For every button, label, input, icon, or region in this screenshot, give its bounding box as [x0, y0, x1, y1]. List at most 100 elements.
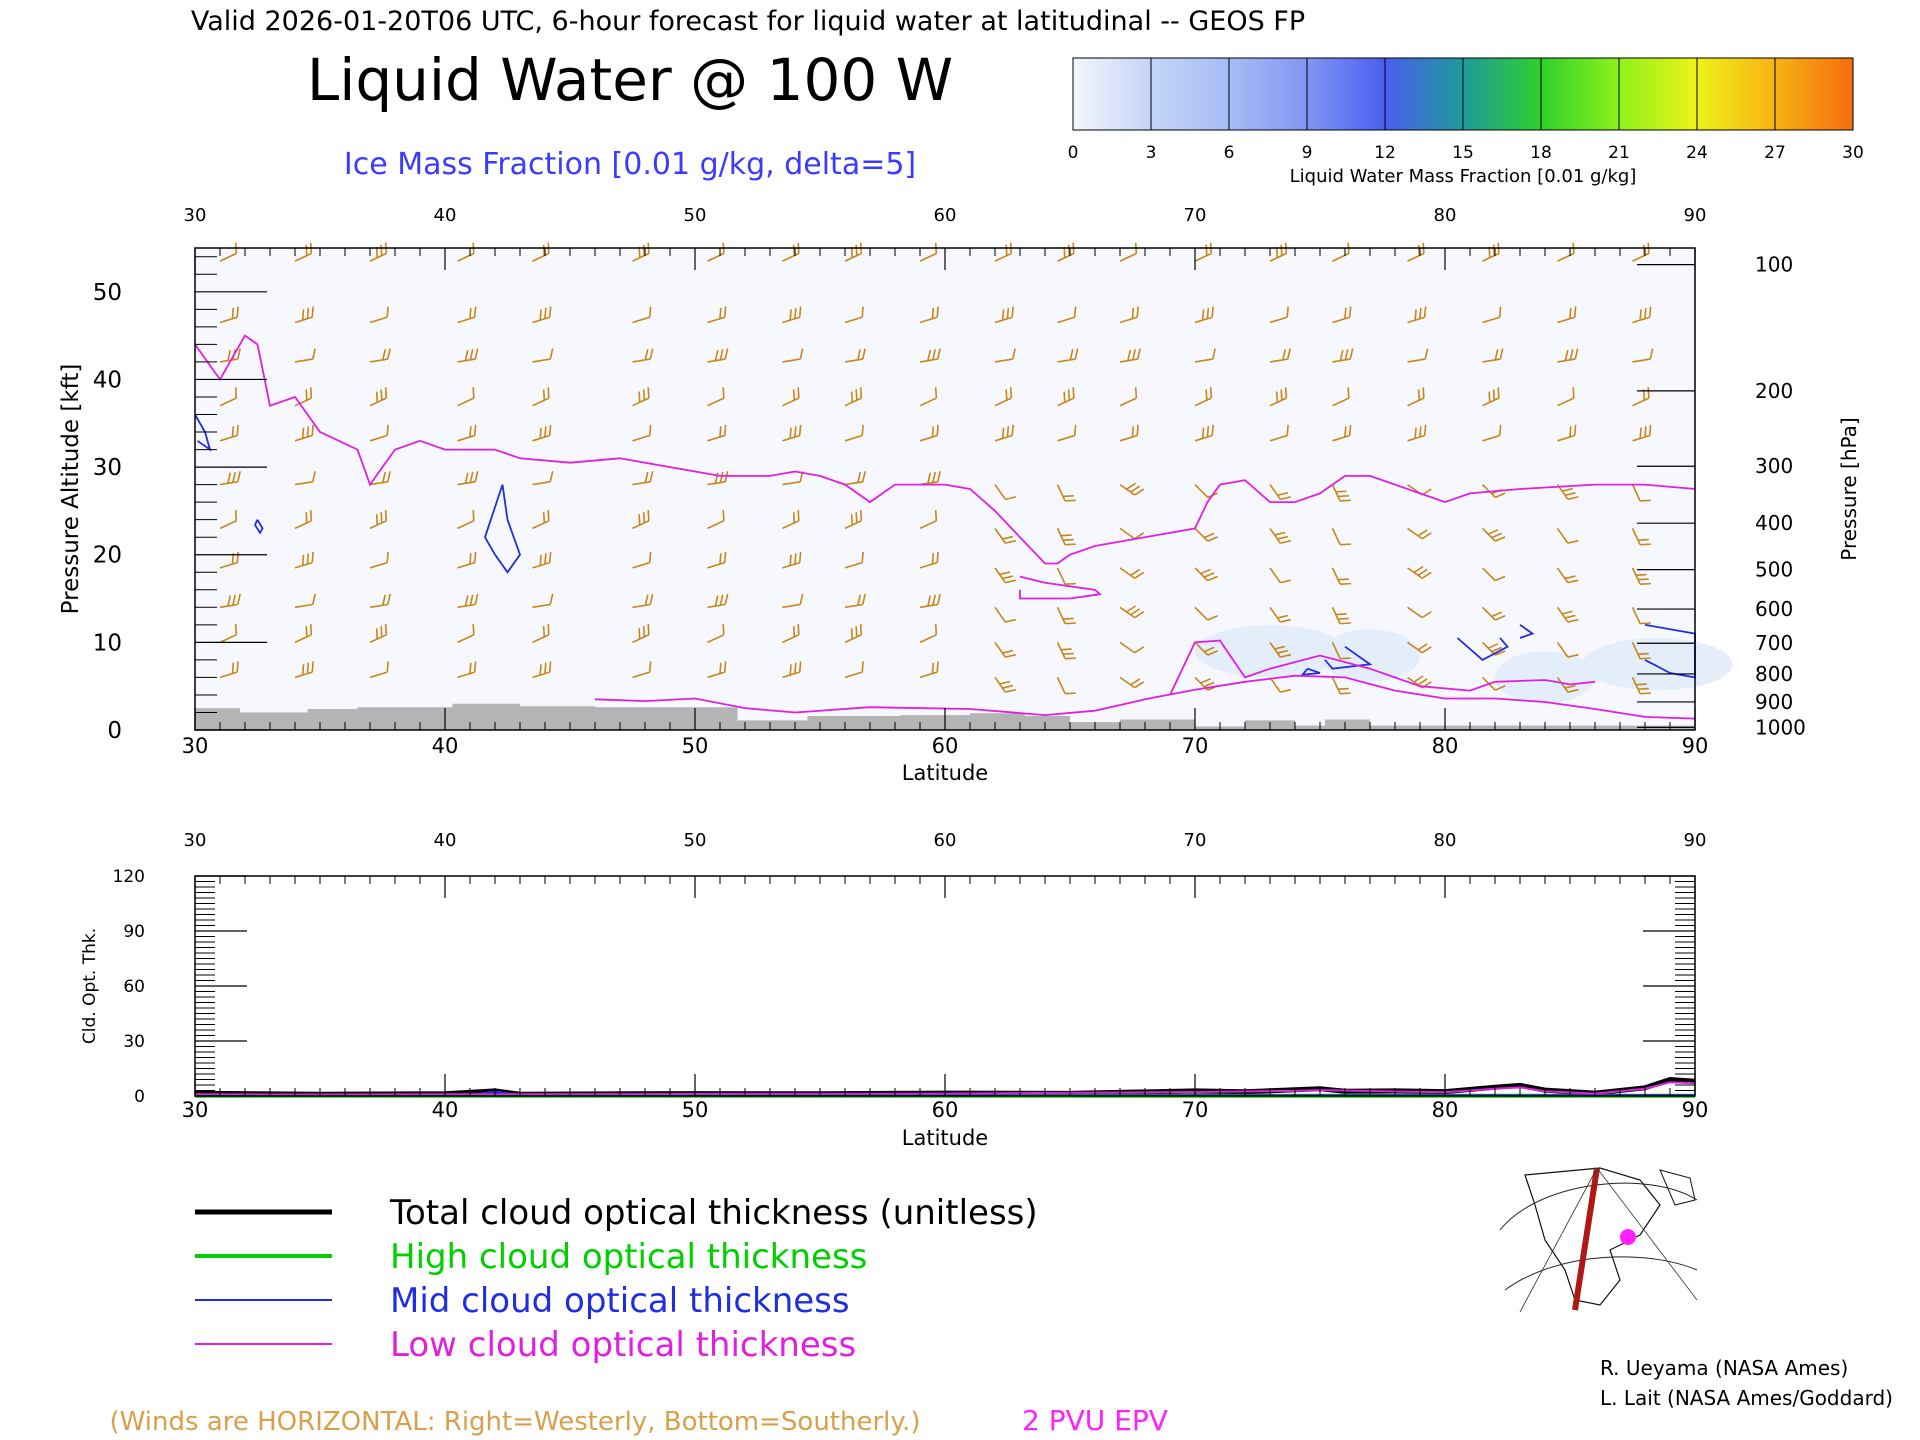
wind-barb-staff — [219, 252, 237, 262]
wind-barb-shaft — [532, 623, 550, 644]
x-tick-label: 80 — [1432, 1098, 1459, 1122]
wind-barb-shaft — [1194, 567, 1218, 582]
wind-barb-staff — [1119, 316, 1138, 324]
wind-barb-shaft — [532, 306, 552, 324]
colorbar-tick-label: 15 — [1452, 143, 1474, 163]
wind-barb-feather — [1206, 426, 1210, 438]
wind-barb-feather — [1286, 424, 1289, 436]
wind-barb-staff — [844, 252, 862, 262]
wind-barb-staff — [994, 606, 1006, 623]
wind-barb-feather — [1005, 688, 1016, 693]
wind-barb-feather — [1203, 681, 1215, 688]
pressure-tick-label: 500 — [1755, 558, 1793, 582]
wind-barb-staff — [1331, 642, 1341, 660]
wind-barb-staff — [1194, 484, 1209, 498]
wind-barb — [532, 661, 552, 679]
wind-barb-feather — [384, 623, 388, 635]
pressure-tick-label: 800 — [1755, 662, 1793, 686]
wind-barb-shaft — [1194, 424, 1214, 442]
wind-barb-feather — [719, 594, 724, 606]
wind-barb-staff — [219, 480, 238, 486]
wind-barb-shaft — [632, 551, 652, 569]
wind-barb-shaft — [532, 387, 550, 407]
wind-barb-feather — [1002, 649, 1014, 654]
wind-barb-feather — [1335, 613, 1347, 616]
wind-barb-feather — [792, 389, 796, 401]
wind-barb-shaft — [1632, 424, 1652, 442]
pressure-tick-label: 900 — [1755, 690, 1793, 714]
wind-barb-shaft — [844, 424, 864, 442]
wind-barb — [707, 387, 725, 407]
wind-barb-feather — [792, 512, 796, 523]
wind-barb-staff — [1631, 642, 1641, 660]
wind-barb-feather — [1424, 348, 1429, 360]
wind-barb-shaft — [1194, 387, 1213, 407]
wind-barb-shaft — [219, 661, 239, 679]
y-tick-label: 30 — [123, 1032, 145, 1052]
wind-barb-staff — [1194, 397, 1212, 407]
wind-barb-shaft — [1556, 641, 1579, 658]
wind-barb-shaft — [532, 551, 552, 569]
colorbar-tick-label: 3 — [1146, 143, 1157, 163]
wind-barb-shaft — [844, 348, 866, 363]
wind-barb-feather — [1491, 611, 1502, 618]
wind-barb-feather — [311, 424, 314, 436]
wind-barb-staff — [532, 358, 551, 363]
wind-barb-staff — [1056, 528, 1066, 546]
wind-barb-feather — [999, 571, 1011, 576]
wind-barb-staff — [1332, 252, 1350, 262]
wind-barb-feather — [1065, 499, 1076, 502]
wind-barb-feather — [719, 471, 724, 483]
wind-barb-staff — [632, 603, 651, 609]
wind-barb-feather — [648, 661, 652, 673]
wind-barb-feather — [311, 551, 314, 563]
wind-barb-feather — [1065, 692, 1076, 695]
wind-barb-staff — [1481, 567, 1496, 582]
wind-barb-staff — [1119, 676, 1136, 689]
wind-barb-feather — [798, 424, 802, 436]
wind-barb — [1331, 606, 1351, 625]
wind-barb-shaft — [632, 509, 650, 530]
wind-barb-shaft — [1482, 306, 1502, 324]
wind-barb-staff — [707, 561, 725, 569]
x-tick-label: 70 — [1182, 734, 1209, 758]
wind-barb-feather — [714, 349, 719, 361]
wind-barb — [1119, 605, 1145, 619]
wind-barb-staff — [369, 520, 387, 530]
wind-barb-staff — [1056, 677, 1066, 695]
epv-contour — [194, 334, 1696, 565]
wind-barb-feather — [1067, 389, 1071, 401]
wind-barb-feather — [1349, 348, 1354, 360]
wind-barb-feather — [1648, 306, 1652, 318]
wind-barb-shaft — [532, 471, 554, 486]
wind-barb-feather — [719, 307, 722, 319]
wind-barb-staff — [1331, 677, 1341, 695]
wind-barb — [1556, 606, 1579, 623]
wind-barb-shaft — [457, 387, 475, 407]
wind-barb — [994, 641, 1016, 658]
wind-barb-feather — [1567, 579, 1579, 584]
wind-barb-feather — [1130, 608, 1141, 616]
wind-barb-shaft — [844, 593, 866, 609]
wind-barb-staff — [632, 634, 650, 644]
wind-barb-feather — [1642, 244, 1646, 256]
wind-barb-shaft — [707, 387, 725, 407]
wind-barb — [1556, 567, 1579, 584]
wind-barb — [532, 387, 550, 407]
wind-barb-staff — [1557, 252, 1575, 262]
pressure-ylabel: Pressure [hPa] — [1837, 417, 1861, 560]
wind-barb-staff — [1631, 528, 1641, 546]
wind-barb-staff — [994, 397, 1012, 407]
wind-barb-feather — [236, 471, 241, 482]
wind-barb-shaft — [1407, 606, 1432, 619]
wind-barb — [532, 593, 554, 609]
wind-barb-feather — [386, 424, 389, 436]
wind-barb-staff — [919, 358, 938, 363]
wind-barb-feather — [1567, 539, 1579, 544]
wind-barb-feather — [861, 593, 866, 605]
wind-barb-feather — [861, 471, 866, 482]
wind-barb — [219, 661, 239, 679]
wind-barb-feather — [1494, 615, 1506, 621]
wind-barb — [1119, 527, 1145, 540]
wind-barb-feather — [649, 348, 654, 360]
